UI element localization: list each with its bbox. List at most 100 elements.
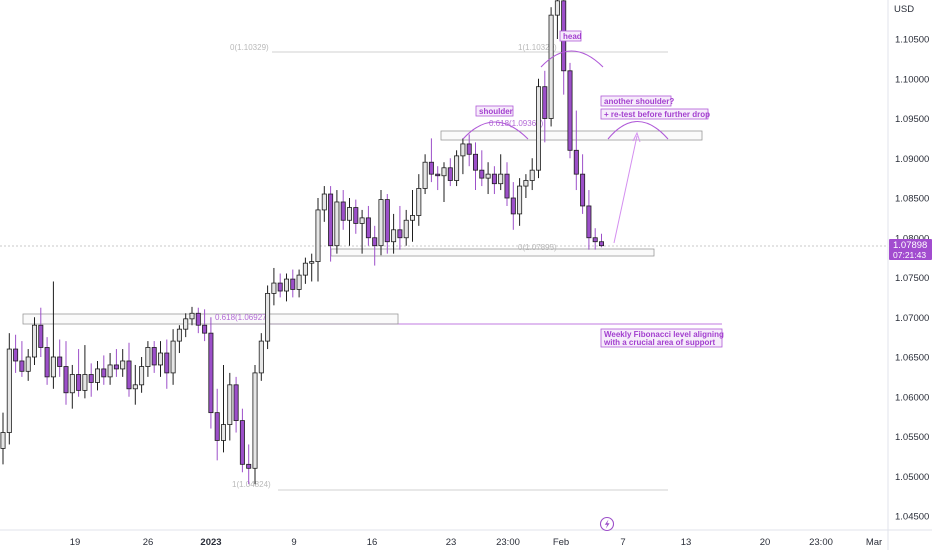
candle-body[interactable] [428,161,434,175]
candle-body[interactable] [416,188,422,216]
candle-body[interactable] [485,173,491,179]
candle-body[interactable] [365,217,371,239]
candle-body[interactable] [454,155,460,181]
candle-body[interactable] [151,347,157,366]
price-axis[interactable]: 1.04500 1.05000 1.05500 1.06000 1.06500 1.070… [895,35,929,523]
candle-body[interactable] [346,207,352,221]
candle-body[interactable] [296,274,302,290]
candle-body[interactable] [548,14,554,119]
candle-body[interactable] [479,169,485,179]
candle-body[interactable] [340,201,346,221]
candle-body[interactable] [132,384,138,390]
candle-body[interactable] [409,215,415,221]
candle-body[interactable] [592,237,598,243]
lightning-icon[interactable] [599,516,615,532]
candle-body[interactable] [554,0,560,16]
candle-body[interactable] [517,185,523,215]
candle-body[interactable] [447,167,453,181]
another-shoulder-annotation-box[interactable] [600,95,672,107]
candle-body[interactable] [580,173,586,207]
candle-body[interactable] [504,173,510,199]
candle-body[interactable] [0,432,6,449]
candle-body[interactable] [290,278,296,290]
candle-body[interactable] [6,348,12,433]
candle-body[interactable] [214,412,220,441]
candle-body[interactable] [107,364,113,378]
candle-body[interactable] [157,352,163,366]
candle-body[interactable] [38,324,44,348]
candle-body[interactable] [95,368,101,383]
candle-body[interactable] [13,348,19,362]
candle-body[interactable] [283,278,289,292]
candle-body[interactable] [397,229,403,239]
candle-body[interactable] [498,173,504,185]
candle-body[interactable] [176,328,182,342]
candle-body[interactable] [466,143,472,155]
candle-body[interactable] [57,356,63,367]
candle-body[interactable] [126,360,132,390]
head-annotation-box[interactable] [559,30,582,42]
candle-body[interactable] [315,209,321,263]
candle-body[interactable] [233,384,239,422]
candle-body[interactable] [76,374,82,391]
candle-body[interactable] [63,366,69,394]
shoulder-annotation-box[interactable] [475,105,514,117]
candle-body[interactable] [227,384,233,425]
candle-body[interactable] [441,167,447,177]
candle-body[interactable] [391,229,397,243]
candle-body[interactable] [32,324,38,358]
candle-body[interactable] [328,193,334,247]
candle-body[interactable] [422,161,428,189]
candle-body[interactable] [82,374,88,391]
candle-body[interactable] [309,261,315,264]
candle-body[interactable] [88,374,94,383]
plot-area[interactable] [0,0,888,530]
candle-body[interactable] [599,241,605,247]
candle-body[interactable] [189,312,195,320]
candle-body[interactable] [69,374,75,394]
candle-body[interactable] [195,312,201,326]
candle-body[interactable] [302,262,308,276]
candle-body[interactable] [586,205,592,239]
candle-body[interactable] [372,237,378,247]
candle-body[interactable] [246,463,252,469]
candle-body[interactable] [44,347,50,378]
candle-body[interactable] [145,347,151,367]
candle-body[interactable] [472,153,478,171]
retest-annotation-box[interactable] [600,108,709,120]
candle-body[interactable] [334,201,340,247]
candle-body[interactable] [277,282,283,292]
candle-body[interactable] [120,360,126,370]
candle-body[interactable] [25,356,31,372]
candle-body[interactable] [113,364,119,370]
candle-body[interactable] [202,324,208,334]
candle-body[interactable] [384,199,390,243]
candle-body[interactable] [567,70,573,151]
candle-body[interactable] [170,340,176,374]
candle-body[interactable] [239,420,245,465]
candle-body[interactable] [573,149,579,175]
candle-body[interactable] [164,352,170,374]
weekly-annotation-box[interactable] [600,328,723,348]
candle-body[interactable] [536,86,542,171]
candle-body[interactable] [435,173,441,177]
candle-body[interactable] [220,424,226,441]
candle-body[interactable] [403,219,409,239]
candle-body[interactable] [529,169,535,181]
candle-body[interactable] [378,199,384,247]
candle-body[interactable] [19,360,25,372]
candle-body[interactable] [265,292,271,342]
candle-body[interactable] [491,173,497,185]
candle-body[interactable] [510,197,516,215]
candle-body[interactable] [271,282,277,294]
candle-body[interactable] [321,193,327,211]
candle-body[interactable] [208,332,214,414]
candle-body[interactable] [359,217,365,224]
candle-body[interactable] [252,372,258,469]
candle-body[interactable] [139,366,145,386]
candle-body[interactable] [101,368,107,378]
candle-body[interactable] [50,356,56,378]
time-axis[interactable]: 19 26 2023 9 16 23 23:00 Feb 7 13 20 23:00 Mar [70,537,882,548]
